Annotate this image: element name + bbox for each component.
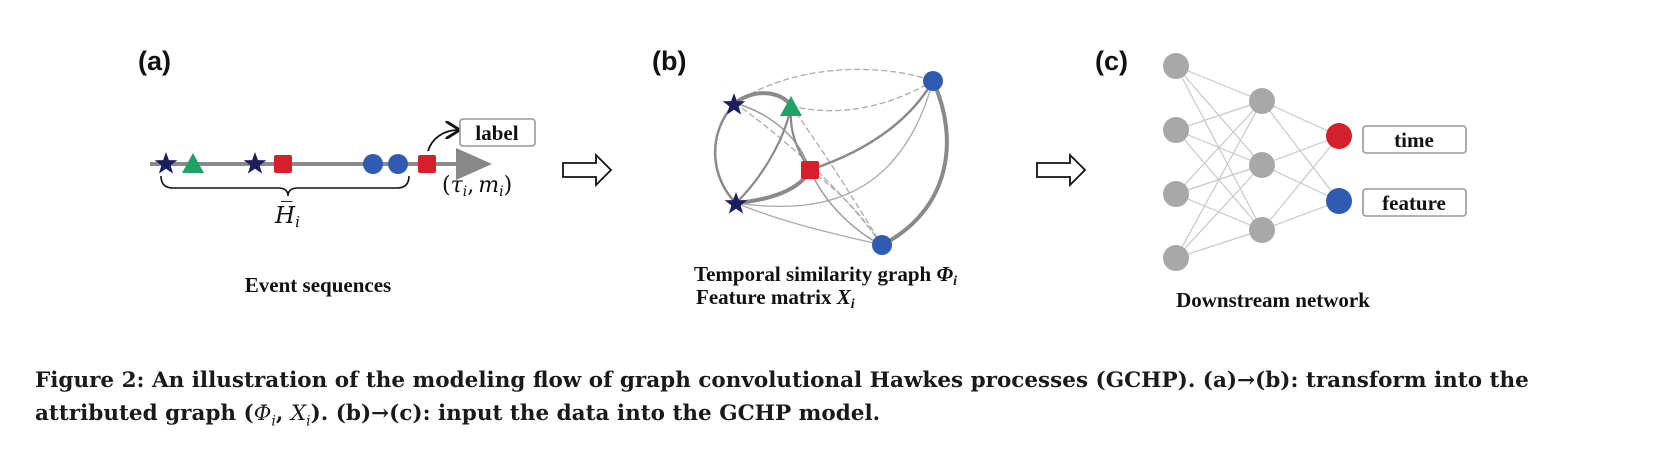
- node-star-bottom: [724, 192, 748, 214]
- panel-c: (c) time feature Downstream network: [1095, 46, 1467, 312]
- node-triangle: [780, 96, 802, 116]
- output-node-time: [1326, 123, 1352, 149]
- hidden-node-1: [1249, 88, 1275, 114]
- output-node-feature: [1326, 188, 1352, 214]
- label-arrow: [427, 130, 458, 152]
- panel-b-label: (b): [652, 46, 686, 76]
- input-node-3: [1163, 181, 1189, 207]
- feature-box-text: feature: [1382, 191, 1446, 215]
- hidden-node-2: [1249, 152, 1275, 178]
- panel-b: (b) Te: [652, 46, 957, 312]
- label-box: [459, 118, 536, 147]
- network-edges: [1175, 65, 1340, 259]
- node-star-top: [722, 93, 746, 115]
- feature-box: [1362, 188, 1467, 217]
- event-circle-1: [363, 154, 383, 174]
- figure-caption: Figure 2: An illustration of the modelin…: [35, 368, 1529, 430]
- input-node-4: [1163, 245, 1189, 271]
- event-square-1: [274, 155, 292, 173]
- panel-c-label: (c): [1095, 46, 1128, 76]
- hidden-node-3: [1249, 217, 1275, 243]
- next-event-pair: (τi, mi): [442, 173, 512, 200]
- node-circle-bottom: [872, 235, 892, 255]
- history-brace: [160, 175, 410, 197]
- history-symbol: H̅i: [274, 202, 300, 231]
- node-square: [801, 161, 819, 179]
- panel-a-title: Event sequences: [245, 273, 391, 297]
- input-node-1: [1163, 53, 1189, 79]
- panel-a: (a) label H̅i (τi, mi) Event sequences: [138, 46, 536, 297]
- event-triangle-1: [182, 153, 204, 173]
- flow-arrow-a-b: [562, 152, 613, 188]
- flow-arrow-b-c: [1036, 152, 1087, 188]
- input-node-2: [1163, 117, 1189, 143]
- panel-b-line1: Temporal similarity graph Φi: [694, 262, 957, 289]
- event-star-1: [154, 152, 178, 174]
- event-circle-2: [388, 154, 408, 174]
- similarity-graph-edges: [714, 68, 949, 247]
- label-box-text: label: [475, 121, 518, 145]
- panel-a-label: (a): [138, 46, 171, 76]
- event-star-2: [243, 152, 267, 174]
- time-box-text: time: [1394, 128, 1434, 152]
- node-circle-top: [923, 71, 943, 91]
- panel-c-title: Downstream network: [1176, 288, 1370, 312]
- panel-b-line2: Feature matrix Xi: [696, 285, 855, 312]
- time-box: [1362, 125, 1467, 154]
- event-square-next: [418, 155, 436, 173]
